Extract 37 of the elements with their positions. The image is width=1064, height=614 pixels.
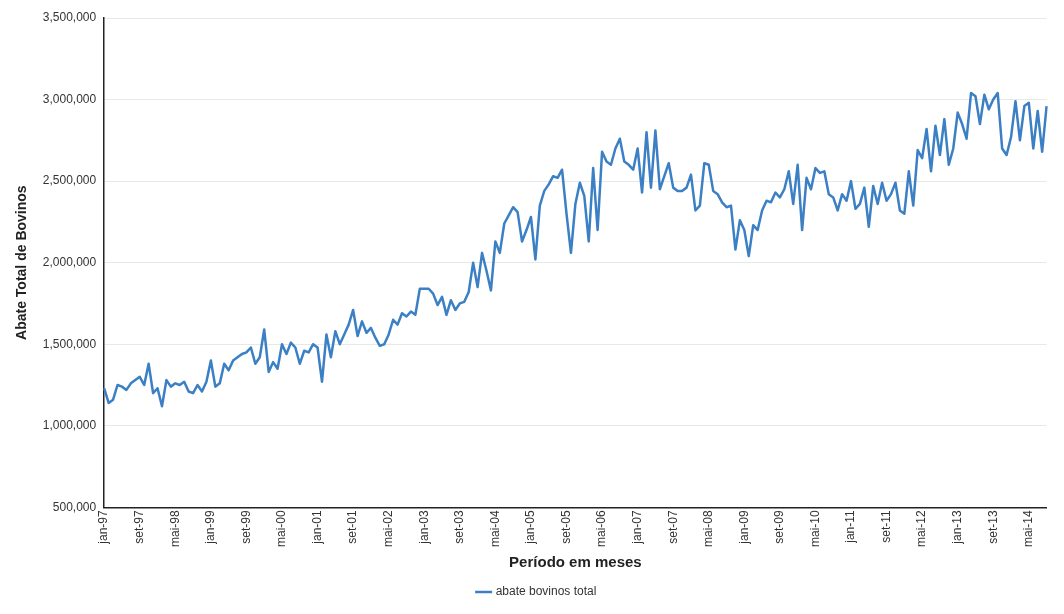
x-axis-title: Período em meses	[509, 553, 642, 571]
y-tick-label: 1,500,000	[42, 336, 97, 351]
x-tick-label: set-05	[558, 510, 573, 544]
x-tick-label: mai-00	[274, 510, 289, 548]
x-tick-label: set-97	[132, 510, 147, 544]
x-tick-label: jan-03	[416, 510, 431, 545]
x-tick-label: mai-06	[594, 510, 609, 548]
x-tick-label: jan-11	[843, 510, 858, 544]
x-tick-label: set-07	[665, 510, 680, 544]
y-tick-label: 2,000,000	[42, 254, 97, 269]
y-tick-label: 3,500,000	[42, 10, 97, 25]
y-tick-label: 1,000,000	[42, 418, 97, 433]
x-tick-label: mai-04	[487, 510, 502, 548]
x-tick-label: jan-01	[309, 510, 324, 545]
x-tick-label: mai-12	[914, 510, 929, 548]
x-tick-label: mai-98	[167, 510, 182, 548]
x-tick-label: jan-13	[950, 510, 965, 545]
x-tick-label: set-11	[878, 510, 893, 543]
x-tick-label: mai-14	[1021, 510, 1036, 548]
x-tick-label: jan-97	[96, 510, 111, 545]
x-tick-label: mai-02	[381, 510, 395, 548]
x-tick-label: set-01	[345, 510, 360, 544]
x-tick-label: jan-09	[736, 510, 751, 545]
x-tick-label: mai-10	[807, 510, 822, 548]
x-tick-label: set-09	[772, 510, 787, 544]
x-tick-label: jan-99	[203, 510, 218, 545]
y-tick-label: 3,000,000	[42, 91, 97, 106]
y-axis-title: Abate Total de Bovinos	[13, 185, 30, 340]
x-tick-label: set-03	[452, 510, 467, 544]
x-tick-label: jan-05	[523, 510, 538, 545]
legend-label: abate bovinos total	[495, 584, 597, 599]
x-tick-label: mai-08	[701, 510, 716, 548]
x-tick-label: jan-07	[629, 510, 644, 545]
x-tick-label: set-13	[985, 510, 1000, 544]
x-tick-label: set-99	[238, 510, 253, 544]
y-tick-label: 500,000	[52, 499, 97, 514]
y-tick-label: 2,500,000	[42, 173, 97, 188]
